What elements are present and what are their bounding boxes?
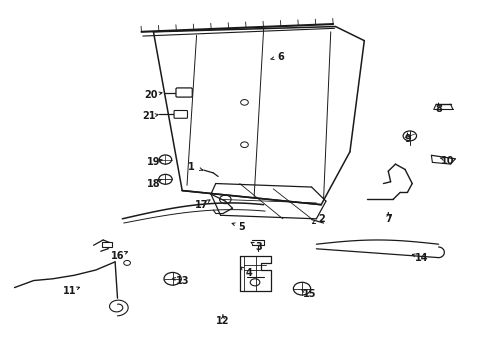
Text: 10: 10 (441, 156, 454, 166)
Text: 19: 19 (146, 157, 160, 167)
Text: 5: 5 (238, 221, 245, 231)
Text: 2: 2 (317, 214, 324, 224)
Text: 21: 21 (142, 112, 155, 121)
Text: 8: 8 (434, 104, 441, 114)
Text: 18: 18 (146, 179, 160, 189)
Text: 12: 12 (216, 316, 229, 326)
Text: 20: 20 (144, 90, 158, 100)
Text: 6: 6 (277, 51, 283, 62)
Text: 4: 4 (245, 269, 252, 279)
Text: 1: 1 (188, 162, 195, 172)
FancyBboxPatch shape (174, 111, 187, 118)
Text: 17: 17 (194, 200, 208, 210)
Text: 9: 9 (403, 134, 410, 144)
Text: 3: 3 (255, 242, 262, 252)
Bar (102, 242, 112, 247)
FancyBboxPatch shape (176, 88, 192, 97)
Text: 16: 16 (110, 251, 124, 261)
Text: 15: 15 (302, 289, 315, 298)
Text: 7: 7 (384, 214, 391, 224)
Text: 14: 14 (414, 253, 427, 262)
Text: 11: 11 (62, 286, 76, 296)
Text: 13: 13 (175, 275, 188, 285)
